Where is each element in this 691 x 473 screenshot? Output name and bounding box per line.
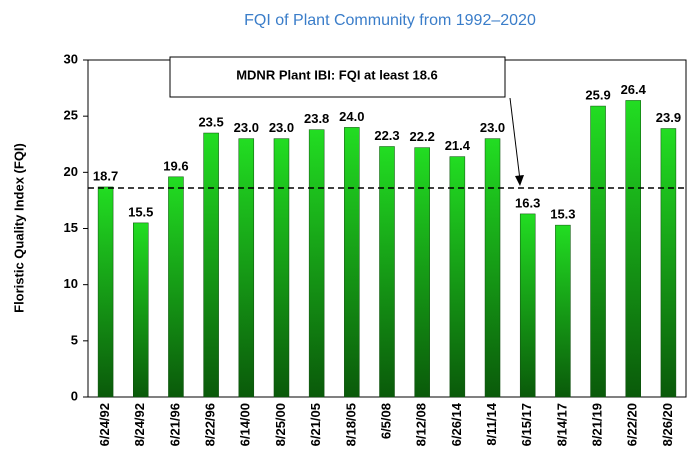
value-label: 23.5 — [198, 114, 223, 129]
value-label: 23.9 — [656, 110, 681, 125]
value-label: 15.5 — [128, 204, 153, 219]
x-tick-label: 6/26/14 — [449, 402, 464, 446]
x-tick-label: 8/22/96 — [203, 403, 218, 446]
chart-title: FQI of Plant Community from 1992–2020 — [244, 12, 536, 29]
x-tick-label: 8/14/17 — [554, 403, 569, 446]
bar — [97, 186, 114, 398]
value-label: 21.4 — [445, 138, 471, 153]
bar — [203, 132, 219, 398]
annotation: MDNR Plant IBI: FQI at least 18.6 — [236, 67, 438, 82]
x-tick-label: 8/18/05 — [343, 403, 358, 446]
value-label: 16.3 — [515, 195, 540, 210]
y-tick-label: 10 — [64, 276, 78, 291]
value-label: 23.8 — [304, 111, 329, 126]
x-tick-label: 6/14/00 — [238, 403, 253, 446]
value-label: 23.0 — [269, 120, 294, 135]
bar — [414, 147, 430, 398]
bar — [590, 105, 606, 398]
y-tick-label: 20 — [64, 164, 78, 179]
value-label: 25.9 — [585, 87, 610, 102]
bar — [238, 138, 255, 398]
bar — [168, 176, 184, 398]
bar — [484, 138, 501, 398]
y-tick-label: 15 — [64, 220, 78, 235]
bar — [379, 146, 395, 398]
bar — [449, 156, 466, 398]
x-tick-label: 8/21/19 — [589, 403, 604, 446]
value-label: 15.3 — [550, 207, 575, 222]
y-tick-label: 30 — [64, 51, 78, 66]
value-label: 18.7 — [93, 168, 118, 183]
bar — [308, 129, 325, 398]
annotation-box — [169, 56, 506, 98]
value-label: 26.4 — [621, 82, 647, 97]
bar — [519, 213, 536, 398]
bar — [555, 224, 571, 398]
value-label: 22.2 — [410, 129, 435, 144]
value-label: 19.6 — [163, 158, 188, 173]
bar — [273, 138, 290, 398]
y-tick-label: 25 — [64, 108, 78, 123]
arrow-head — [515, 175, 524, 186]
x-tick-label: 6/15/17 — [519, 403, 534, 446]
value-label: 23.0 — [234, 120, 259, 135]
y-axis-label: Floristic Quality Index (FQI) — [11, 143, 26, 313]
bar — [344, 127, 360, 398]
value-label: 22.3 — [374, 128, 399, 143]
bar — [660, 128, 677, 398]
x-tick-label: 6/22/20 — [625, 403, 640, 446]
y-tick-label: 0 — [71, 388, 78, 403]
x-tick-label: 8/24/92 — [132, 403, 147, 446]
x-tick-label: 6/21/96 — [167, 403, 182, 446]
x-tick-label: 6/5/08 — [378, 403, 393, 439]
x-tick-label: 8/11/14 — [484, 402, 499, 445]
value-label: 24.0 — [339, 109, 364, 124]
x-tick-label: 8/26/20 — [660, 403, 675, 446]
x-tick-label: 6/24/92 — [97, 403, 112, 446]
x-tick-label: 8/25/00 — [273, 403, 288, 446]
value-label: 23.0 — [480, 120, 505, 135]
x-tick-label: 8/12/08 — [414, 403, 429, 446]
bar — [133, 222, 149, 398]
y-tick-label: 5 — [71, 332, 78, 347]
bar — [625, 100, 641, 398]
x-tick-label: 6/21/05 — [308, 403, 323, 446]
annotation-arrow — [509, 97, 521, 181]
